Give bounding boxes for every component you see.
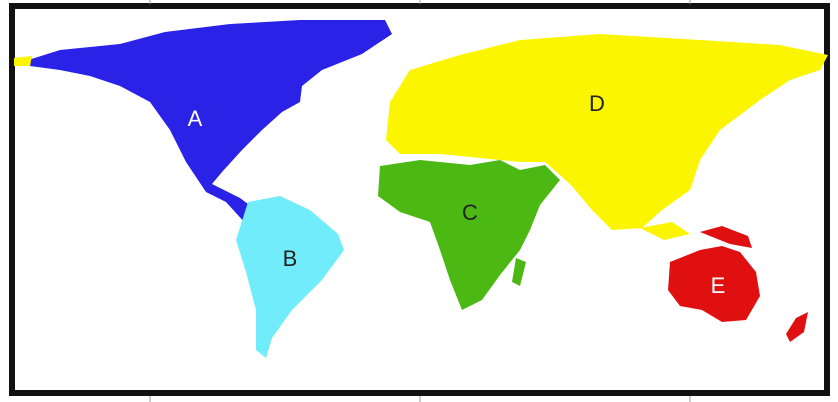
region-label-a: A <box>188 106 203 131</box>
region-label-b: B <box>283 246 298 271</box>
region-b[interactable]: B <box>236 196 344 358</box>
region-c[interactable]: C <box>378 160 560 310</box>
region-d[interactable]: D <box>14 34 828 240</box>
region-a[interactable]: A <box>22 20 392 224</box>
region-label-e: E <box>711 273 726 298</box>
region-e[interactable]: E <box>668 226 808 342</box>
region-label-d: D <box>589 91 605 116</box>
frame-ticks <box>149 0 691 402</box>
region-label-c: C <box>462 200 478 225</box>
